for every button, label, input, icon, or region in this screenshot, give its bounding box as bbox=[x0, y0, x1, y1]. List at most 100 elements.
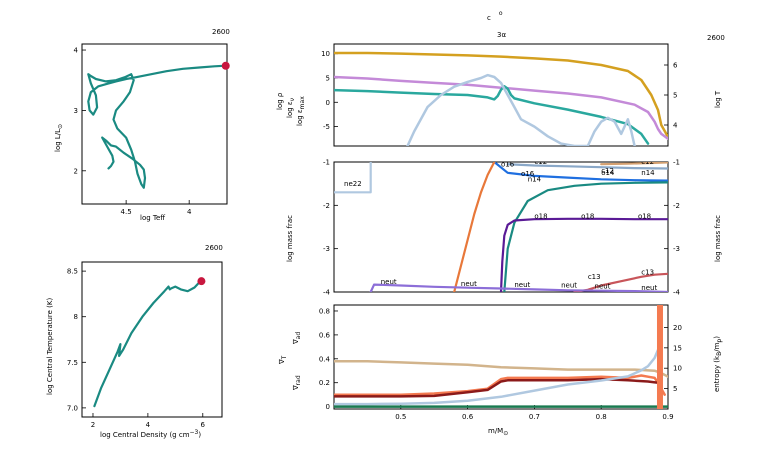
abundance-series-label: c12 bbox=[641, 158, 654, 166]
abundance-left-y-tick-label: -3 bbox=[323, 245, 330, 253]
hr-x-axis-label: log Teff bbox=[140, 214, 165, 222]
abundance-series-line bbox=[453, 162, 496, 292]
gradient-right-y-tick-label: 20 bbox=[673, 324, 682, 332]
gradient-y-label-right-mid: /m bbox=[713, 342, 721, 351]
hr-y-tick-label: 3 bbox=[74, 107, 78, 115]
abundance-series-label: o18 bbox=[638, 212, 651, 220]
hr-current-point bbox=[221, 61, 230, 70]
hr-y-axis-label-sub: ⊙ bbox=[57, 124, 64, 129]
tc-frame bbox=[81, 261, 223, 418]
tc-model-number: 2600 bbox=[205, 244, 223, 252]
tc-y-tick-label: 8.5 bbox=[67, 268, 78, 276]
gradient-left-y-tick-label: 0.2 bbox=[319, 379, 330, 387]
gradient-y-label-right-sub1: B bbox=[716, 352, 723, 356]
abundance-series-label: o14 bbox=[601, 169, 615, 177]
tc-y-tick-label: 7.0 bbox=[67, 404, 78, 412]
hr-y-axis-label-main: log L/L bbox=[54, 129, 62, 152]
gradient-right-y-tick-label: 5 bbox=[673, 385, 677, 393]
abundance-series-label: neut bbox=[641, 284, 657, 292]
profile-y-label-rho: log ρ bbox=[276, 92, 284, 110]
hr-plot-area: 4.5 4 2 3 4 bbox=[74, 47, 230, 216]
hr-diagram: 2600 4.5 4 2 3 4 log Teff log L/L⊙ bbox=[54, 28, 230, 222]
gradient-series-line bbox=[334, 374, 666, 396]
abundance-right-y-tick-label: -3 bbox=[673, 245, 680, 253]
profile-y-label-eps-max-sub: max bbox=[299, 96, 306, 110]
gradient-y-label-right-main: entropy (k bbox=[713, 355, 721, 392]
tc-x-axis-label-main: log Central Density (g cm bbox=[100, 431, 190, 439]
abundance-series-line bbox=[503, 181, 668, 292]
gradient-x-tick-label: 0.5 bbox=[395, 413, 406, 421]
hr-model-number: 2600 bbox=[212, 28, 230, 36]
abundance-right-y-tick-label: -4 bbox=[673, 289, 681, 297]
tc-x-tick-label: 2 bbox=[91, 421, 95, 429]
abundance-series-label: c13 bbox=[588, 273, 601, 281]
abundance-series-line bbox=[493, 162, 668, 182]
main-title: co bbox=[487, 10, 503, 22]
abundance-series-label: neut bbox=[561, 282, 577, 290]
abundance-series-line bbox=[506, 163, 668, 170]
gradient-y-label-ad: ∇ad bbox=[292, 332, 302, 345]
abundance-series-label: c12 bbox=[601, 167, 614, 175]
abundance-series-label: c13 bbox=[641, 269, 654, 277]
profile-right-y-tick-label: 4 bbox=[673, 122, 678, 130]
profile-frame bbox=[333, 43, 669, 147]
profile-left-y-tick-label: -5 bbox=[323, 123, 330, 131]
profile-right-y-tick-label: 5 bbox=[673, 92, 677, 100]
tc-x-axis-label: log Central Density (g cm−3) bbox=[100, 429, 201, 439]
central-conditions-plot: 2600 2 4 6 7.0 7.5 8 8.5 log Central Density (… bbox=[46, 244, 223, 439]
gradient-x-label-main: m/M bbox=[488, 427, 503, 435]
tc-y-tick-label: 8 bbox=[74, 313, 78, 321]
abundance-right-y-tick-label: -1 bbox=[673, 159, 680, 167]
gradient-x-label: m/M⊙ bbox=[488, 427, 508, 437]
gradient-lines bbox=[334, 305, 668, 409]
abundance-series-label: ne22 bbox=[344, 180, 362, 188]
profile-right-y-tick-label: 6 bbox=[673, 62, 678, 70]
gradient-x-tick-label: 0.7 bbox=[529, 413, 540, 421]
tc-x-axis-label-end: ) bbox=[198, 431, 201, 439]
profile-series-line bbox=[334, 85, 650, 145]
abundance-series-label: neut bbox=[514, 281, 530, 289]
profile-y-label-eps-nu-sub: ν bbox=[289, 97, 296, 101]
main-title-sup: o bbox=[499, 10, 503, 17]
abundance-right-y-tick-label: -2 bbox=[673, 202, 680, 210]
abundance-series-label: n14 bbox=[528, 176, 542, 184]
gradient-y-label-rad-main: ∇ bbox=[292, 385, 300, 391]
main-title-symbol: c bbox=[487, 14, 491, 22]
tc-current-point bbox=[197, 277, 206, 286]
abundance-series-label: c12 bbox=[534, 158, 547, 166]
abundance-series-label: o16 bbox=[501, 160, 515, 168]
abundance-left-y-tick-label: -4 bbox=[323, 289, 331, 297]
abundance-series-label: n14 bbox=[641, 169, 655, 177]
abundance-left-y-tick-label: -1 bbox=[323, 159, 330, 167]
tc-x-tick-label: 6 bbox=[201, 421, 206, 429]
main-header: co 3α 2600 bbox=[487, 10, 725, 42]
gradient-y-label-right-end: ) bbox=[713, 336, 721, 339]
gradient-series-line bbox=[334, 359, 668, 378]
gradient-right-y-tick-label: 10 bbox=[673, 365, 682, 373]
gradient-frame bbox=[333, 304, 669, 410]
abundance-series-line bbox=[600, 162, 668, 166]
abundance-series-label: o18 bbox=[581, 212, 594, 220]
hr-y-tick-label: 2 bbox=[74, 167, 78, 175]
gradient-x-tick-label: 0.6 bbox=[462, 413, 474, 421]
hr-y-tick-label: 4 bbox=[74, 47, 79, 55]
profile-series-line bbox=[334, 51, 668, 139]
abundance-left-y-tick-label: -2 bbox=[323, 202, 330, 210]
abundance-series-line bbox=[334, 162, 372, 194]
abundance-series-label: o18 bbox=[534, 212, 547, 220]
gradient-plot-area: 0.5 0.6 0.7 0.8 0.9 0.8 0.6 0.4 0.2 0 20 15 10 5 bbox=[319, 305, 682, 421]
gradient-left-y-tick-label: 0.8 bbox=[319, 307, 330, 315]
gradient-right-y-tick-label: 15 bbox=[673, 344, 682, 352]
gradient-convective-spike bbox=[656, 305, 663, 409]
abundance-series-label: neut bbox=[595, 283, 611, 291]
gradient-y-label-right: entropy (kB/mp) bbox=[713, 336, 723, 392]
tc-x-axis-label-sup: −3 bbox=[190, 429, 199, 436]
gradient-series-line bbox=[334, 377, 663, 398]
profile-y-label-eps-nu: log εν bbox=[286, 97, 296, 118]
tc-y-tick-label: 7.5 bbox=[67, 359, 78, 367]
abundance-series-line bbox=[369, 283, 668, 292]
